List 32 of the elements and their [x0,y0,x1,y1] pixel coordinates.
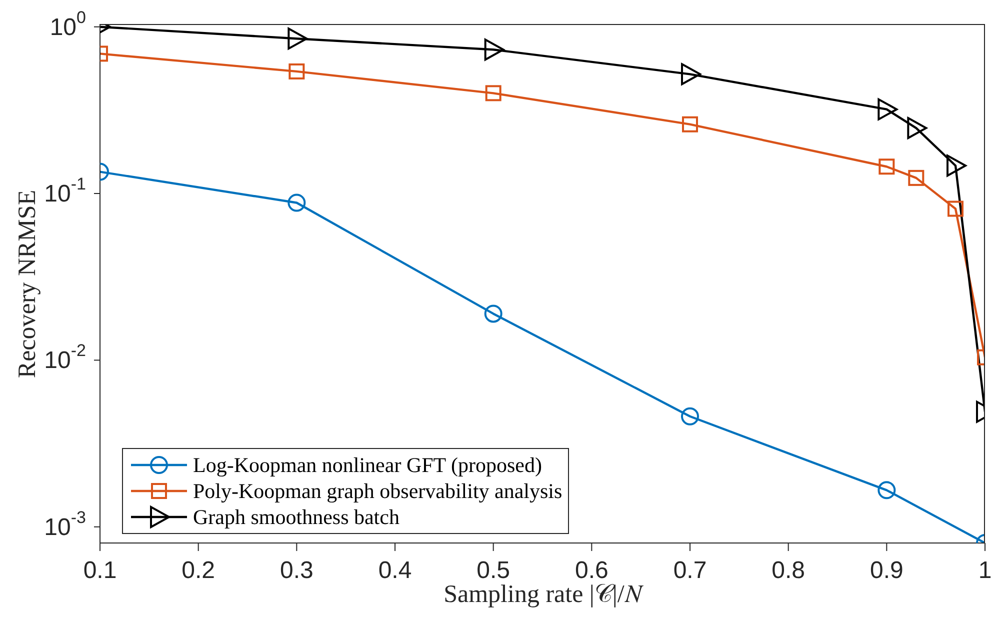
point [484,38,504,61]
point [946,154,966,177]
y-tick-label: 10$^{-2}$ [44,341,86,374]
x-tick-label: 0.8 [772,557,806,584]
point [681,63,701,86]
point [288,28,308,50]
x-tick-label: 0.2 [182,557,216,584]
point [908,170,924,186]
x-tick-label: 0.4 [378,557,412,584]
x-tick-label: 0.9 [870,557,904,584]
legend-label: Log-Koopman nonlinear GFT (proposed) [193,452,542,478]
y-tick-label: 10$^{-1}$ [44,174,86,208]
point [484,304,502,323]
point [907,117,928,140]
legend-label: Graph smoothness batch [193,504,400,530]
point [878,481,896,500]
point [948,200,964,217]
x-tick-label: 0.1 [83,557,117,584]
x-tick-label: 1 [978,557,992,584]
point [485,85,502,102]
x-tick-label: 0.3 [280,557,314,584]
x-tick-label: 0.7 [673,557,707,584]
point [878,158,895,175]
point [681,407,699,426]
y-tick-label: 10$^{0}$ [50,8,86,40]
point [288,63,305,80]
y-tick-label: 10$^{-3}$ [44,508,86,540]
y-axis-title: Recovery NRMSE [14,189,42,378]
point [288,194,306,212]
point [682,116,698,132]
point [878,98,898,120]
legend-label: Poly-Koopman graph observability analysis [193,478,562,504]
